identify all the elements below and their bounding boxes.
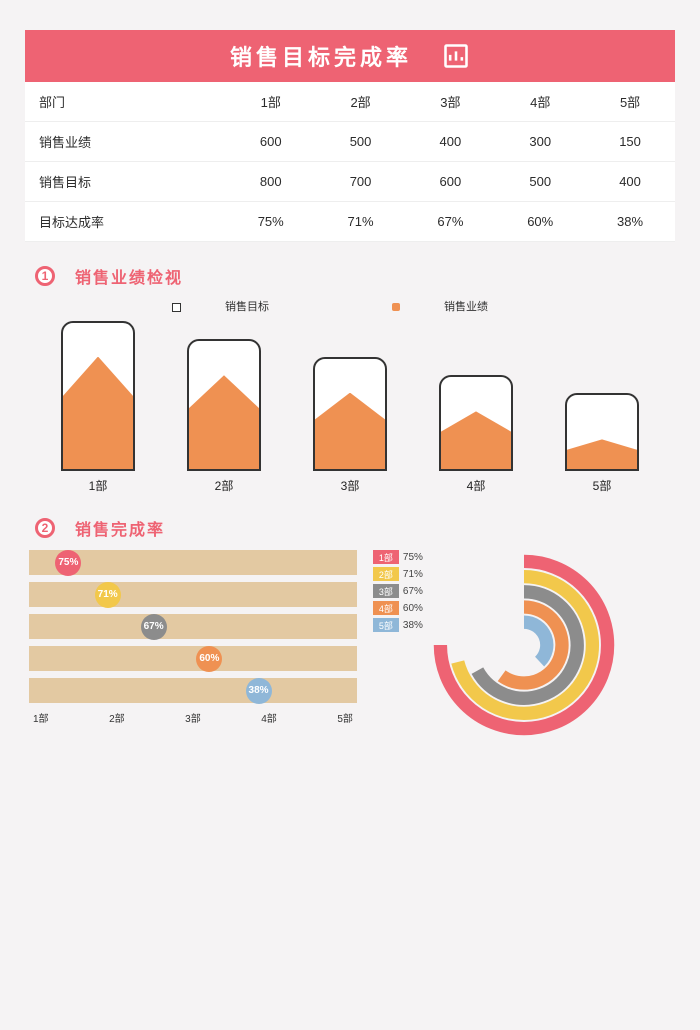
radial-legend: 1部75% 2部71% 3部67% 4部60% 5部38% xyxy=(373,550,423,635)
radial-legend-row: 5部38% xyxy=(373,618,423,632)
section-badge: 2 xyxy=(35,518,55,538)
bar-column: 3部 xyxy=(310,357,390,494)
legend-sales-icon xyxy=(392,303,400,311)
hbar-row: 60% xyxy=(29,646,357,671)
bar-column: 1部 xyxy=(58,321,138,494)
row-label: 目标达成率 xyxy=(25,202,226,242)
hbar-marker: 71% xyxy=(95,582,121,608)
table-row: 销售目标 800 700 600 500 400 xyxy=(25,162,675,202)
chart1-legend: 销售目标 销售业绩 xyxy=(25,298,675,314)
section-title: 销售完成率 xyxy=(75,516,165,540)
row-label: 销售目标 xyxy=(25,162,226,202)
bar-column: 2部 xyxy=(184,339,264,494)
hbar-marker: 67% xyxy=(141,614,167,640)
table-row: 销售业绩 600 500 400 300 150 xyxy=(25,122,675,162)
bar-column: 4部 xyxy=(436,375,516,494)
radial-legend-row: 3部67% xyxy=(373,584,423,598)
data-table: 部门 1部 2部 3部 4部 5部 销售业绩 600 500 400 300 1… xyxy=(25,82,675,242)
section-2-header: 2 销售完成率 xyxy=(35,516,675,540)
page-header: 销售目标完成率 xyxy=(25,30,675,82)
radial-legend-row: 2部71% xyxy=(373,567,423,581)
hbar-marker: 60% xyxy=(196,646,222,672)
hbar-marker: 38% xyxy=(246,678,272,704)
bar-column: 5部 xyxy=(562,393,642,494)
chart-icon xyxy=(442,42,470,70)
bar-chart: 1部 2部 3部 4部 5部 xyxy=(25,324,675,494)
hbar-row: 67% xyxy=(29,614,357,639)
section-title: 销售业绩检视 xyxy=(75,264,183,288)
hbar-row: 75% xyxy=(29,550,357,575)
horizontal-marker-chart: 75%71%67%60%38% 1部2部3部4部5部 xyxy=(29,550,357,740)
legend-target-icon xyxy=(172,303,181,312)
row-label: 销售业绩 xyxy=(25,122,226,162)
hbar-row: 38% xyxy=(29,678,357,703)
page-title: 销售目标完成率 xyxy=(230,40,412,72)
table-row: 目标达成率 75% 71% 67% 60% 38% xyxy=(25,202,675,242)
table-row: 部门 1部 2部 3部 4部 5部 xyxy=(25,82,675,122)
section-1-header: 1 销售业绩检视 xyxy=(35,264,675,288)
radial-legend-row: 4部60% xyxy=(373,601,423,615)
radial-chart-wrap: 1部75% 2部71% 3部67% 4部60% 5部38% xyxy=(373,550,671,740)
radial-chart xyxy=(429,550,619,740)
hbar-marker: 75% xyxy=(55,550,81,576)
section-badge: 1 xyxy=(35,266,55,286)
row-label: 部门 xyxy=(25,82,226,122)
radial-arc xyxy=(524,622,547,661)
hbar-row: 71% xyxy=(29,582,357,607)
radial-legend-row: 1部75% xyxy=(373,550,423,564)
